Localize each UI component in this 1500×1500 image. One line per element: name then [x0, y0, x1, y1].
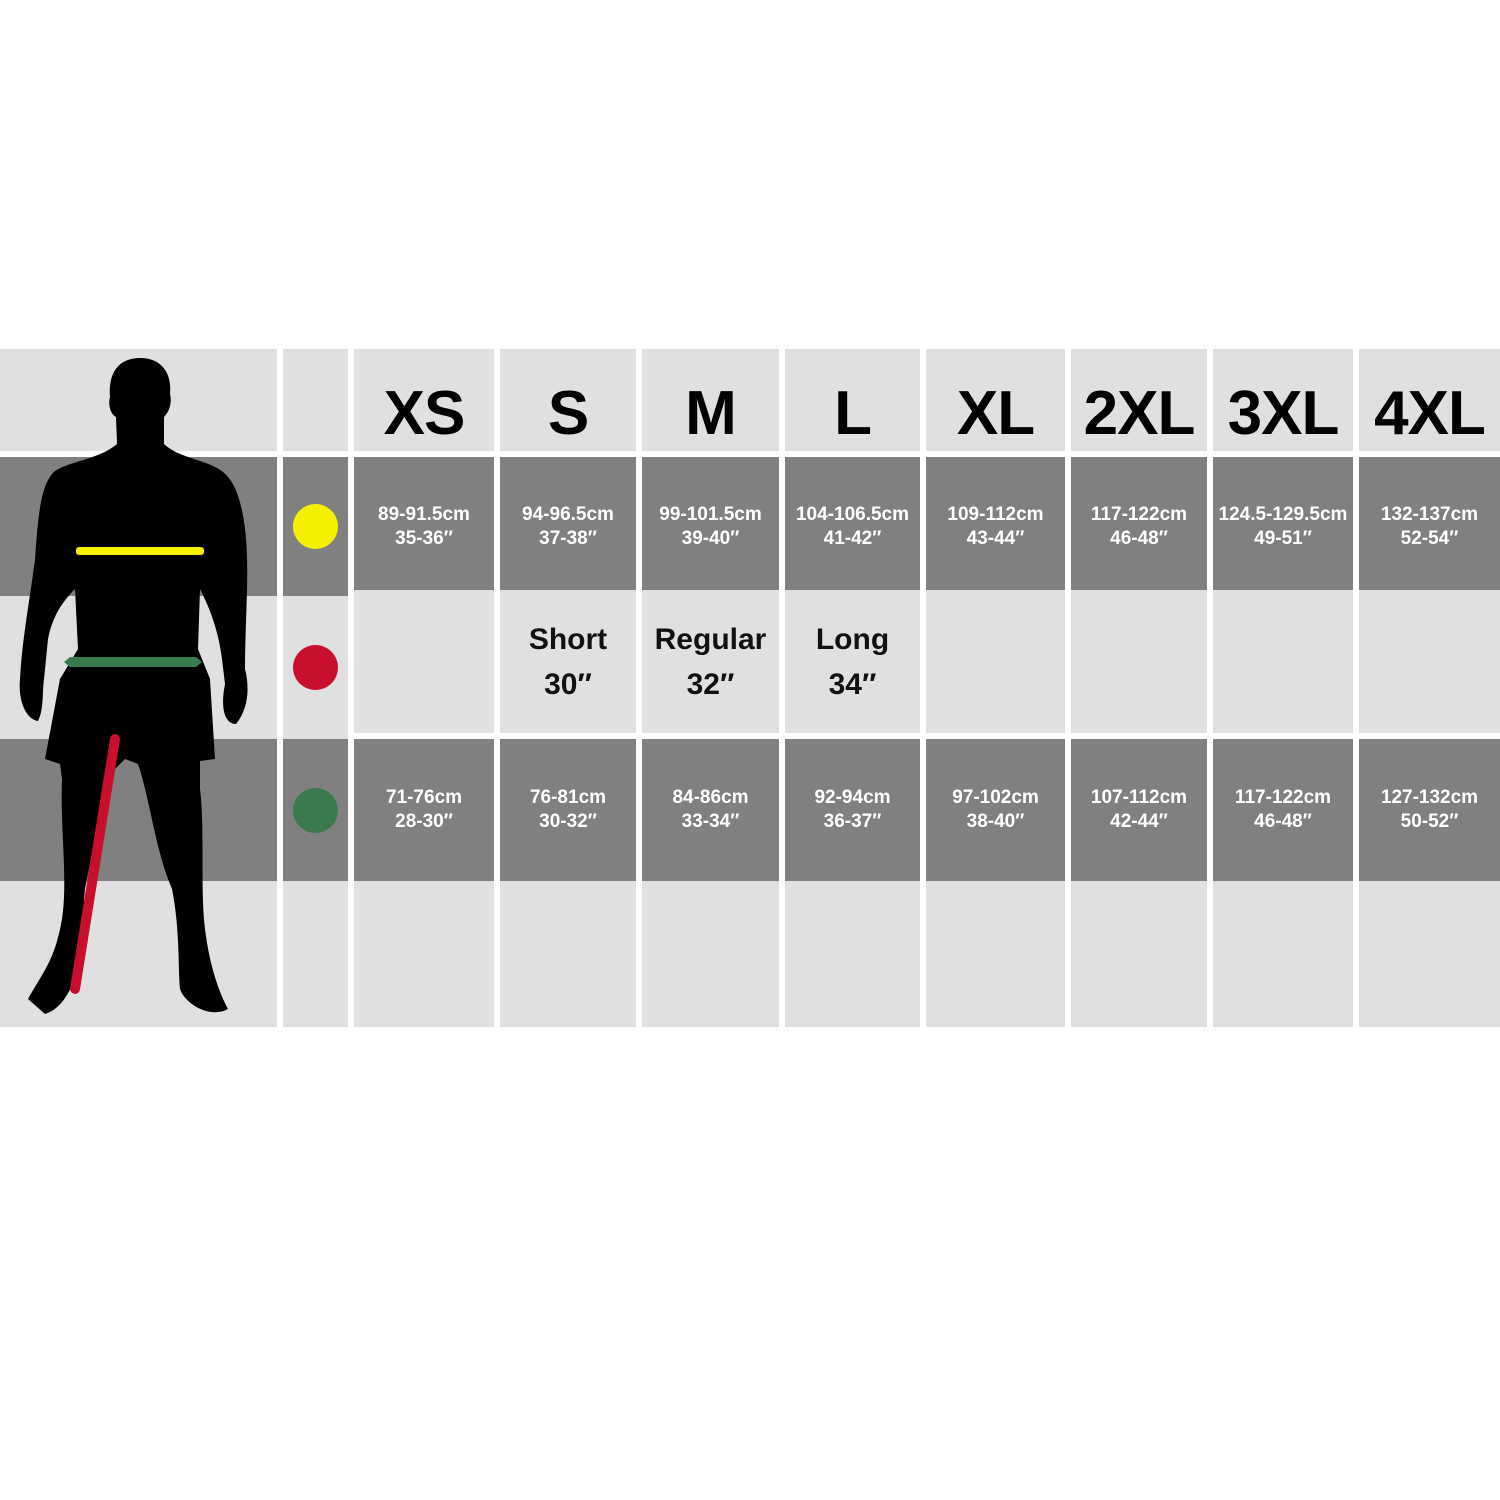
waist-cm: 117-122cm: [1234, 787, 1332, 808]
waist-cm: 92-94cm: [814, 787, 891, 808]
empty-cell: [1071, 881, 1207, 1027]
waist-cm: 127-132cm: [1380, 787, 1479, 808]
size-label: S: [547, 378, 589, 448]
chest-cm: 99-101.5cm: [659, 503, 762, 525]
waist-cell: 107-112cm 42-44″: [1071, 739, 1207, 881]
size-header-4XL: 4XL: [1359, 349, 1500, 451]
chest-cell: 132-137cm 52-54″: [1359, 457, 1500, 596]
chest-cm: 132-137cm: [1380, 503, 1479, 525]
body-silhouette: [0, 349, 277, 1027]
waist-cm: 71-76cm: [385, 787, 463, 808]
chest-inches: 37-38″: [539, 527, 597, 549]
size-label: 3XL: [1227, 378, 1340, 448]
chest-inches: 49-51″: [1254, 527, 1312, 549]
waist-cm: 107-112cm: [1090, 787, 1188, 808]
leg-length-cell: [926, 590, 1065, 733]
waist-cell: 127-132cm 50-52″: [1359, 739, 1500, 881]
waist-cell: 84-86cm 33-34″: [642, 739, 779, 881]
chest-inches: 46-48″: [1110, 527, 1168, 549]
marker-cell: [283, 349, 348, 451]
empty-cell: [785, 881, 920, 1027]
waist-inches: 42-44″: [1110, 811, 1168, 832]
waist-inches: 36-37″: [823, 811, 882, 832]
chest-cell: 117-122cm 46-48″: [1071, 457, 1207, 596]
size-label: XL: [956, 378, 1035, 448]
waist-cm: 84-86cm: [672, 787, 749, 808]
size-header-M: M: [642, 349, 779, 451]
waist-inches: 50-52″: [1400, 811, 1459, 832]
chest-cell: 109-112cm 43-44″: [926, 457, 1065, 596]
empty-cell: [500, 881, 636, 1027]
leg-length-value: 30″: [544, 667, 592, 701]
empty-cell: [1359, 881, 1500, 1027]
marker-cell: [283, 596, 348, 739]
waist-cell: 117-122cm 46-48″: [1213, 739, 1353, 881]
leg-length-cell: [1071, 590, 1207, 733]
empty-cell: [354, 881, 494, 1027]
marker-cell: [283, 457, 348, 596]
chest-cm: 89-91.5cm: [378, 503, 470, 525]
leg-length-label: Regular: [654, 622, 767, 656]
size-label: M: [685, 378, 737, 448]
inseam-marker-dot-icon: [293, 787, 338, 833]
chest-marker-dot-icon: [293, 504, 338, 549]
chest-cell: 94-96.5cm 37-38″: [500, 457, 636, 596]
marker-cell: [283, 739, 348, 881]
empty-cell: [926, 881, 1065, 1027]
leg-length-cell: [1213, 590, 1353, 733]
chest-cell: 104-106.5cm 41-42″: [785, 457, 920, 596]
waist-inches: 28-30″: [395, 811, 453, 832]
waist-inches: 30-32″: [539, 811, 597, 832]
size-header-2XL: 2XL: [1071, 349, 1207, 451]
size-header-XL: XL: [926, 349, 1065, 451]
chest-cell: 89-91.5cm 35-36″: [354, 457, 494, 596]
waist-cell: 71-76cm 28-30″: [354, 739, 494, 881]
chest-cell: 124.5-129.5cm 49-51″: [1213, 457, 1353, 596]
chest-inches: 41-42″: [823, 527, 882, 549]
leg-length-label: Short: [528, 622, 608, 656]
marker-cell: [283, 881, 348, 1027]
chest-inches: 35-36″: [395, 527, 453, 549]
waist-cell: 92-94cm 36-37″: [785, 739, 920, 881]
size-header-3XL: 3XL: [1213, 349, 1353, 451]
size-label: 4XL: [1374, 378, 1486, 448]
leg-length-cell: Long 34″: [785, 590, 920, 733]
chest-cm: 94-96.5cm: [522, 503, 614, 525]
chest-cm: 117-122cm: [1090, 503, 1188, 525]
chest-inches: 43-44″: [966, 527, 1025, 549]
chest-inches: 52-54″: [1400, 527, 1459, 549]
chest-cell: 99-101.5cm 39-40″: [642, 457, 779, 596]
chest-cm: 124.5-129.5cm: [1218, 503, 1348, 525]
empty-cell: [1213, 881, 1353, 1027]
size-label: XS: [383, 378, 466, 448]
waist-cell: 97-102cm 38-40″: [926, 739, 1065, 881]
chest-inches: 39-40″: [681, 527, 740, 549]
leg-length-value: 32″: [686, 667, 735, 701]
waist-cm: 97-102cm: [952, 787, 1039, 808]
size-label: 2XL: [1083, 378, 1196, 448]
waist-marker-dot-icon: [293, 645, 338, 690]
leg-length-cell: [354, 590, 494, 733]
size-header-S: S: [500, 349, 636, 451]
chest-cm: 109-112cm: [947, 503, 1044, 525]
waist-inches: 46-48″: [1254, 811, 1312, 832]
size-header-L: L: [785, 349, 920, 451]
leg-length-label: Long: [815, 622, 890, 656]
size-header-XS: XS: [354, 349, 494, 451]
waist-inches: 38-40″: [966, 811, 1025, 832]
leg-length-cell: [1359, 590, 1500, 733]
leg-length-cell: Regular 32″: [642, 590, 779, 733]
waist-inches: 33-34″: [681, 811, 740, 832]
chest-cm: 104-106.5cm: [795, 503, 910, 525]
leg-length-value: 34″: [828, 667, 877, 701]
size-label: L: [834, 378, 872, 448]
waist-cm: 76-81cm: [529, 787, 607, 808]
leg-length-cell: Short 30″: [500, 590, 636, 733]
empty-cell: [642, 881, 779, 1027]
waist-cell: 76-81cm 30-32″: [500, 739, 636, 881]
